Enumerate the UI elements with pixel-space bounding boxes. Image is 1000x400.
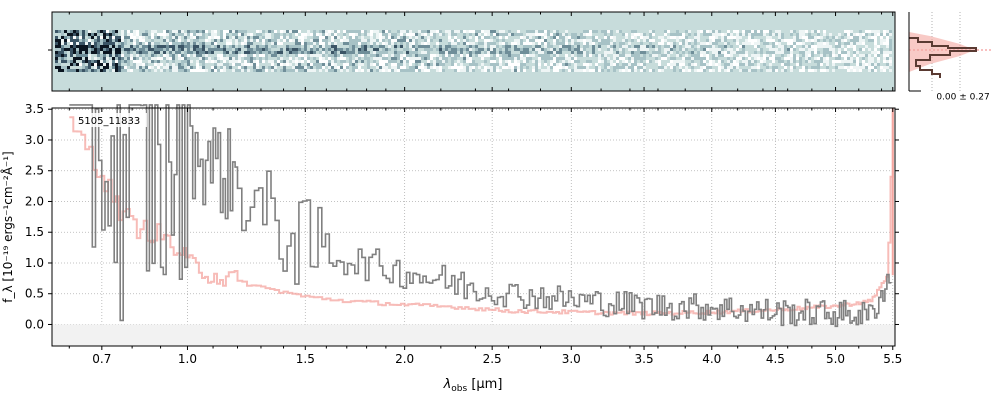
y-axis-label: f_λ [10⁻¹⁹ ergs⁻¹cm⁻²Å⁻¹] — [0, 151, 15, 302]
y-tick-label: 1.5 — [25, 225, 44, 239]
x-tick-label: 2.5 — [483, 352, 502, 366]
x-tick-label: 2.0 — [395, 352, 414, 366]
x-tick-label: 3.0 — [562, 352, 581, 366]
x-tick-label: 1.5 — [296, 352, 315, 366]
y-tick-label: 0.0 — [25, 317, 44, 331]
y-tick-label: 2.5 — [25, 164, 44, 178]
histogram-steps — [909, 37, 977, 78]
x-tick-label: 3.5 — [635, 352, 654, 366]
object-label-box — [75, 113, 147, 127]
plot-frame — [51, 107, 896, 347]
spectrum-2d-pixels — [55, 30, 892, 72]
series-flux-steps — [69, 104, 892, 328]
y-axis: 0.0 0.5 1.0 1.5 2.0 2.5 3.0 3.5 — [25, 102, 899, 331]
histogram-panel: 0.00 ± 0.27 — [908, 12, 992, 103]
y-tick-label: 3.0 — [25, 133, 44, 147]
below-zero-band — [52, 324, 895, 346]
y-tick-label: 3.5 — [25, 102, 44, 116]
histogram-annotation: 0.00 ± 0.27 — [936, 93, 989, 103]
y-tick-label: 1.0 — [25, 256, 44, 270]
y-tick-label: 0.5 — [25, 287, 44, 301]
x-tick-label: 1.0 — [178, 352, 197, 366]
x-axis-label: λobs [μm] — [443, 377, 503, 394]
object-label: 5105_11833 — [78, 116, 140, 127]
x-tick-label: 4.5 — [766, 352, 785, 366]
x-tick-label: 4.0 — [702, 352, 721, 366]
x-tick-label: 5.5 — [883, 352, 902, 366]
x-tick-label: 0.7 — [92, 352, 111, 366]
spectrum-2d-frame — [51, 11, 896, 92]
y-tick-label: 2.0 — [25, 194, 44, 208]
x-axis: 0.7 1.0 1.5 2.0 2.5 3.0 3.5 4.0 4.5 5.0 5.5 — [68, 12, 902, 366]
x-tick-label: 5.0 — [826, 352, 845, 366]
